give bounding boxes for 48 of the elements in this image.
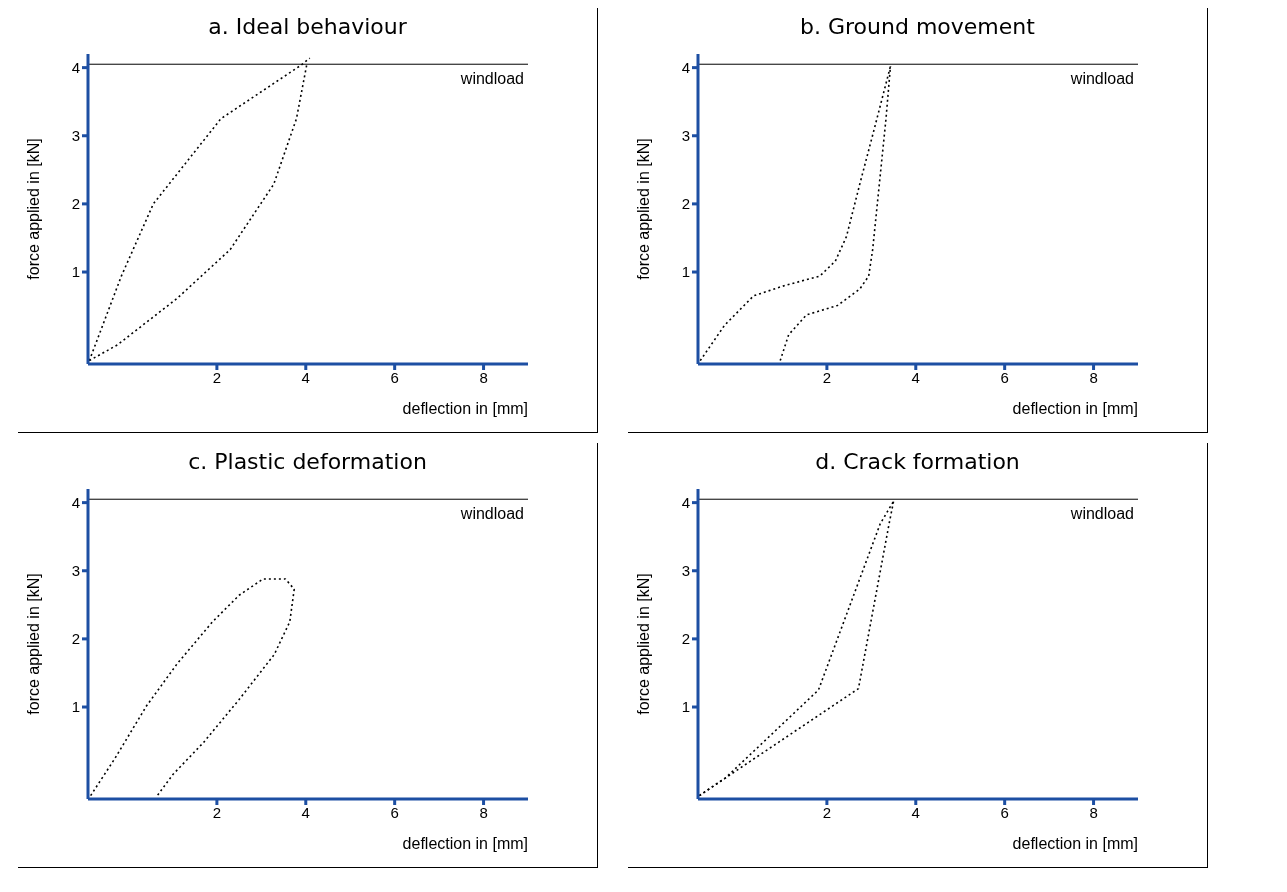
x-tick-label: 8 xyxy=(479,803,488,821)
x-axis-title: deflection in [mm] xyxy=(1012,400,1138,417)
y-axis-title: force applied in [kN] xyxy=(634,573,652,715)
y-tick-label: 3 xyxy=(681,562,690,580)
y-axis-title: force applied in [kN] xyxy=(24,573,42,715)
y-tick-label: 3 xyxy=(71,562,80,580)
y-tick-label: 2 xyxy=(71,195,80,213)
chart-title: d. Crack formation xyxy=(814,448,1021,476)
x-tick-label: 8 xyxy=(1089,368,1098,386)
y-tick-label: 4 xyxy=(681,493,690,511)
chart-title: b. Ground movement xyxy=(799,13,1036,41)
x-axis-title: deflection in [mm] xyxy=(402,835,528,852)
y-tick-label: 4 xyxy=(681,58,690,76)
x-tick-label: 2 xyxy=(822,803,832,821)
x-tick-label: 8 xyxy=(479,368,488,386)
x-tick-label: 4 xyxy=(911,803,920,821)
y-tick-label: 2 xyxy=(681,195,690,213)
y-tick-label: 1 xyxy=(681,263,690,281)
chart-title: a. Ideal behaviour xyxy=(207,13,408,41)
x-axis-title: deflection in [mm] xyxy=(1012,835,1138,852)
x-tick-label: 6 xyxy=(1000,368,1009,386)
x-tick-label: 8 xyxy=(1089,803,1098,821)
y-tick-label: 1 xyxy=(681,698,690,716)
x-axis-title: deflection in [mm] xyxy=(402,400,528,417)
ref-line-label: windload xyxy=(459,70,524,88)
y-tick-label: 4 xyxy=(71,493,80,511)
x-tick-label: 6 xyxy=(390,803,399,821)
ref-line-label: windload xyxy=(1069,70,1134,88)
y-tick-label: 2 xyxy=(681,630,690,648)
x-tick-label: 4 xyxy=(301,368,310,386)
x-tick-label: 6 xyxy=(390,368,399,386)
y-axis-title: force applied in [kN] xyxy=(634,138,652,280)
ref-line-label: windload xyxy=(1069,505,1134,523)
y-tick-label: 3 xyxy=(71,127,80,145)
x-tick-label: 2 xyxy=(822,368,832,386)
x-tick-label: 4 xyxy=(301,803,310,821)
ref-line-label: windload xyxy=(459,505,524,523)
chart-title: c. Plastic deformation xyxy=(187,448,428,476)
y-tick-label: 1 xyxy=(71,698,80,716)
x-tick-label: 6 xyxy=(1000,803,1009,821)
x-tick-label: 4 xyxy=(911,368,920,386)
y-tick-label: 1 xyxy=(71,263,80,281)
y-axis-title: force applied in [kN] xyxy=(24,138,42,280)
y-tick-label: 4 xyxy=(71,58,80,76)
x-tick-label: 2 xyxy=(212,368,222,386)
x-tick-label: 2 xyxy=(212,803,222,821)
y-tick-label: 2 xyxy=(71,630,80,648)
y-tick-label: 3 xyxy=(681,127,690,145)
